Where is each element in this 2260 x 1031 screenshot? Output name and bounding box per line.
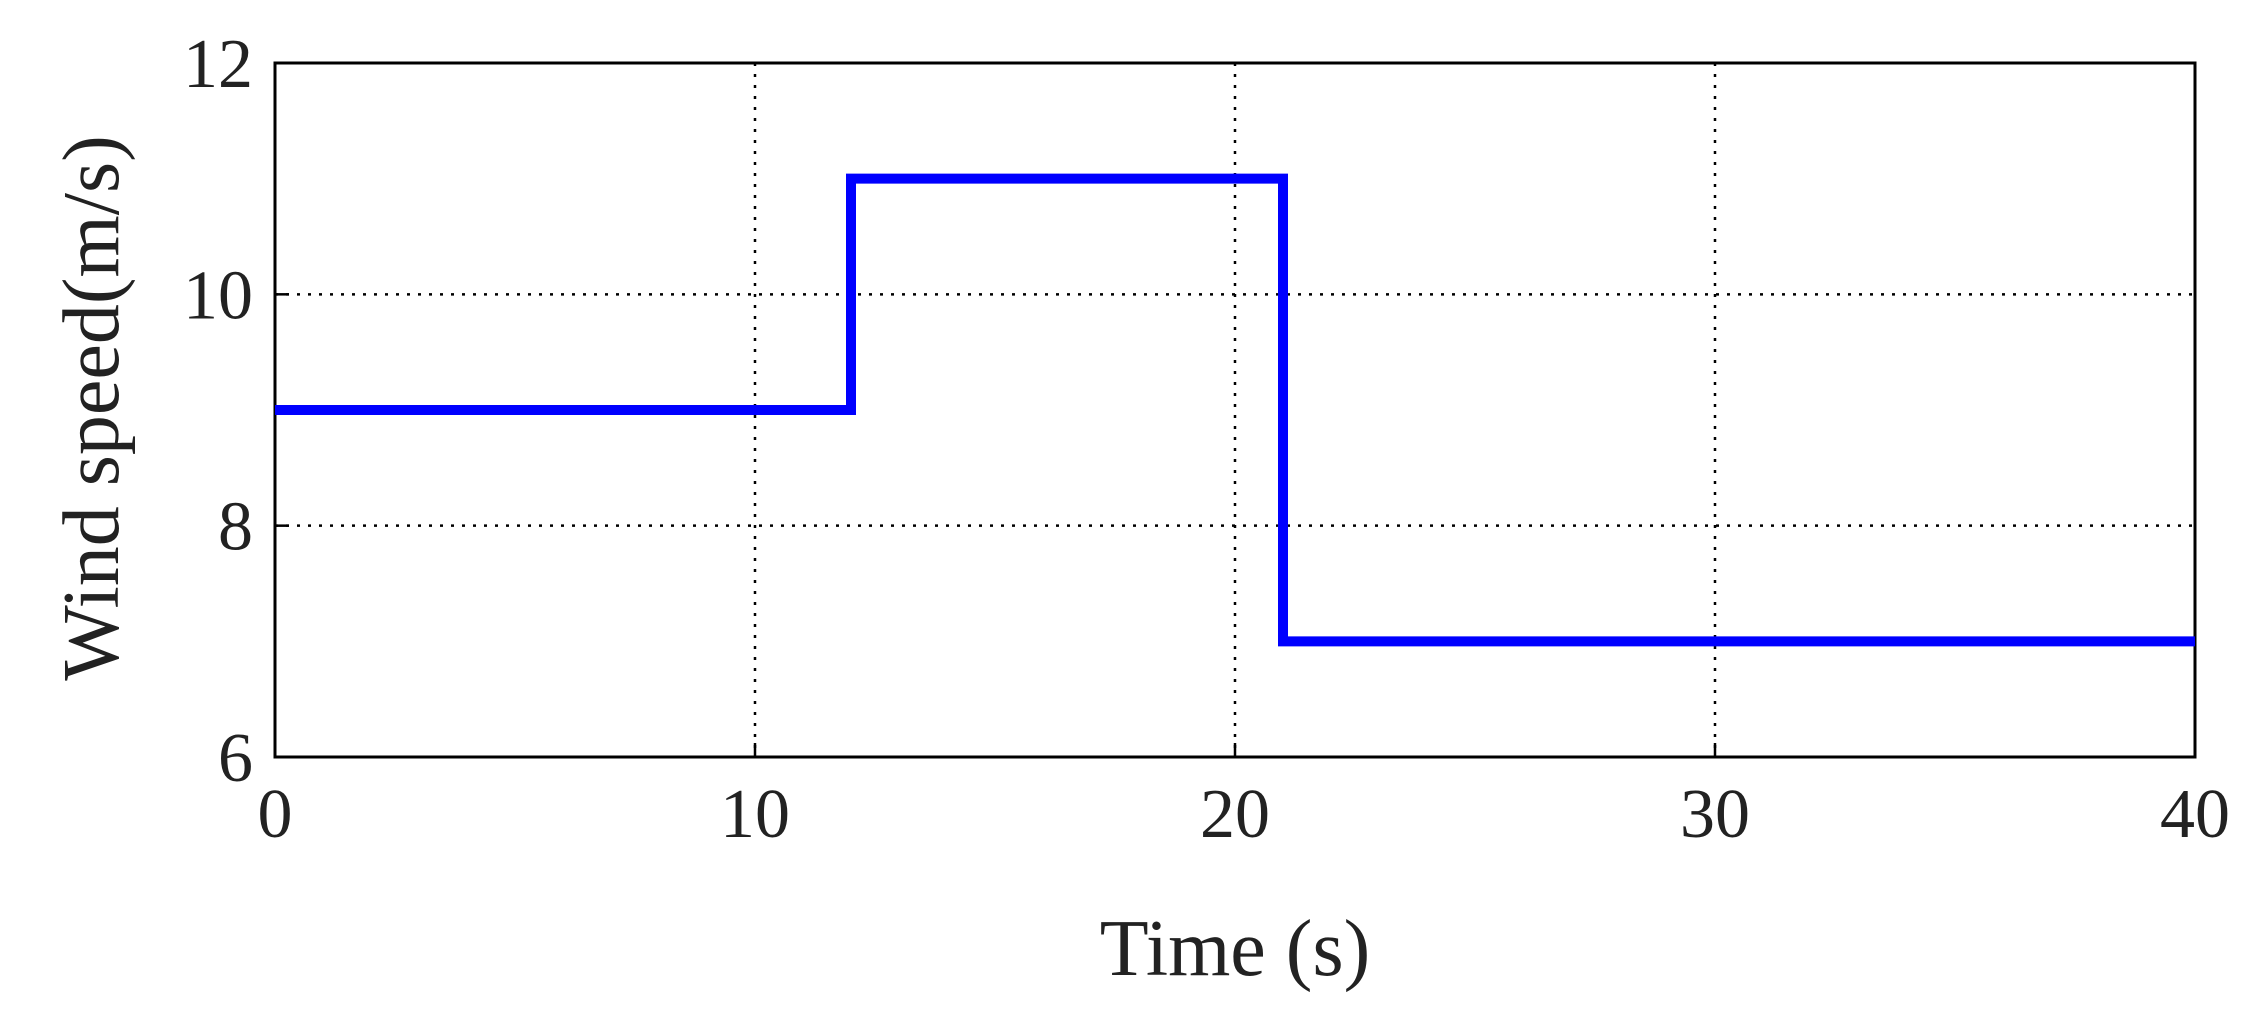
- x-tick-label: 40: [2160, 776, 2230, 853]
- data-line: [275, 173, 2195, 647]
- x-tick-label: 0: [258, 776, 293, 853]
- x-tick-label: 20: [1200, 776, 1270, 853]
- y-tick-label: 6: [218, 720, 253, 797]
- x-tick-label: 30: [1680, 776, 1750, 853]
- x-tick-label: 10: [720, 776, 790, 853]
- y-tick-label: 12: [183, 26, 253, 103]
- y-axis-label: Wind speed(m/s): [48, 135, 136, 681]
- y-tick-label: 10: [183, 257, 253, 334]
- y-tick-label: 8: [218, 489, 253, 566]
- x-axis-label: Time (s): [1100, 905, 1370, 993]
